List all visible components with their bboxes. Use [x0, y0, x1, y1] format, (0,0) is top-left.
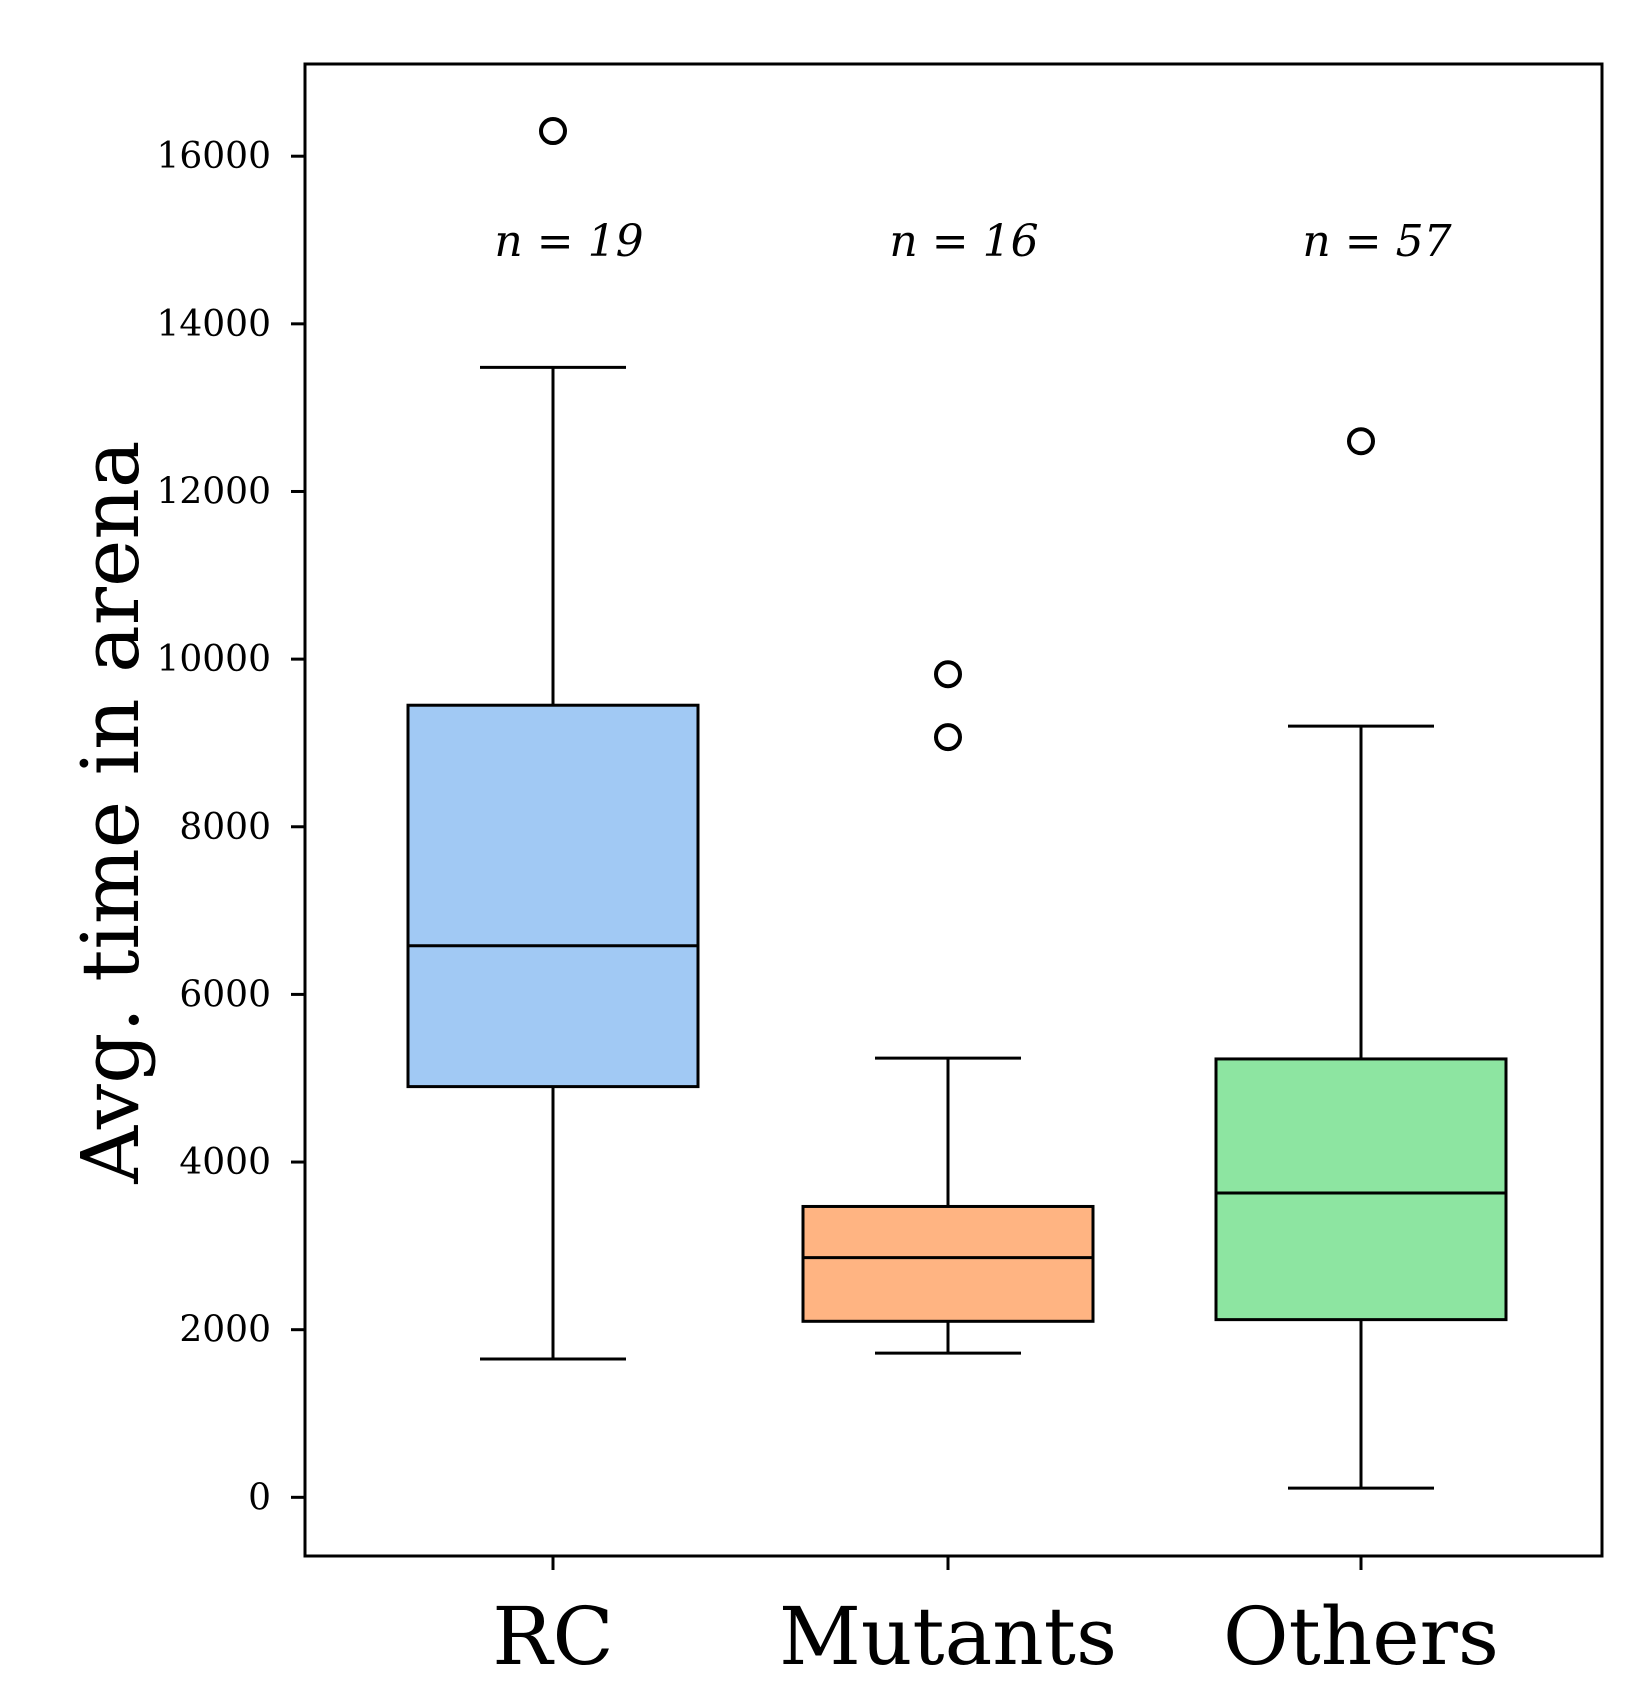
y-axis-title: Avg. time in arena [64, 440, 157, 1184]
boxes-layer [406, 117, 1508, 1490]
y-tick-label: 6000 [179, 974, 271, 1015]
box-group-others [1214, 427, 1508, 1490]
y-tick-label: 10000 [156, 639, 271, 680]
x-tick-label: Mutants [779, 1590, 1117, 1683]
n-label: n = 16 [889, 216, 1038, 267]
outlier-point [934, 723, 962, 752]
box-iqr [406, 703, 700, 1089]
box-iqr [1214, 1057, 1508, 1322]
n-label: n = 57 [1302, 216, 1451, 267]
y-axis: 0 2000 4000 6000 8000 10000 12000 14000 16000 [156, 136, 305, 1518]
y-tick-label: 4000 [179, 1142, 271, 1183]
plot-frame [303, 62, 1604, 1558]
y-tick-label: 14000 [156, 304, 271, 345]
labels-layer: n = 19 n = 16 n = 57 [494, 216, 1451, 267]
box-iqr [801, 1204, 1095, 1323]
x-axis: RC Mutants Others [492, 1556, 1499, 1683]
n-label: n = 19 [494, 216, 643, 267]
y-tick-label: 0 [248, 1477, 271, 1518]
x-tick-label: Others [1223, 1590, 1499, 1683]
y-tick-label: 12000 [156, 471, 271, 512]
x-tick-label: RC [492, 1590, 613, 1683]
y-tick-label: 2000 [179, 1310, 271, 1351]
outlier-point [1347, 427, 1375, 456]
y-tick-label: 16000 [156, 136, 271, 177]
outlier-point [539, 117, 567, 146]
box-group-rc [406, 117, 700, 1361]
y-tick-label: 8000 [179, 807, 271, 848]
box-group-mutants [801, 660, 1095, 1355]
outlier-point [934, 660, 962, 689]
